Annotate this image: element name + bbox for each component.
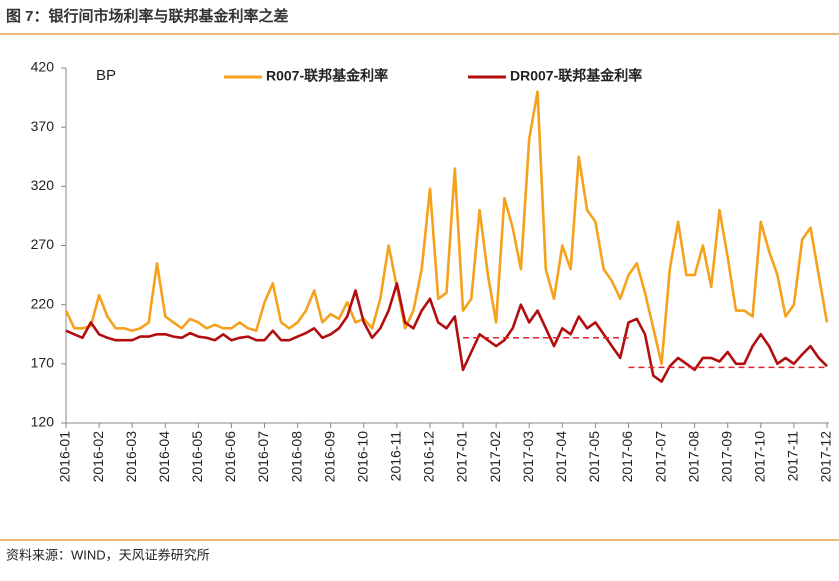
y-tick-label: 170 bbox=[31, 355, 55, 371]
x-tick-label: 2017-06 bbox=[619, 431, 635, 483]
x-tick-label: 2016-12 bbox=[421, 431, 437, 483]
x-tick-label: 2017-12 bbox=[818, 431, 834, 483]
x-tick-label: 2017-04 bbox=[553, 431, 569, 483]
legend-label: R007-联邦基金利率 bbox=[266, 68, 388, 84]
x-tick-label: 2016-06 bbox=[222, 431, 238, 483]
x-tick-label: 2017-11 bbox=[785, 431, 801, 482]
x-tick-label: 2017-10 bbox=[752, 431, 768, 483]
x-tick-label: 2017-03 bbox=[520, 431, 536, 483]
x-tick-label: 2016-05 bbox=[189, 431, 205, 483]
y-tick-label: 420 bbox=[31, 59, 55, 75]
x-tick-label: 2016-10 bbox=[354, 431, 370, 483]
x-tick-label: 2017-09 bbox=[718, 431, 734, 483]
y-tick-label: 220 bbox=[31, 295, 55, 311]
x-tick-label: 2016-02 bbox=[90, 431, 106, 483]
x-tick-label: 2016-04 bbox=[156, 431, 172, 483]
x-tick-label: 2017-05 bbox=[586, 431, 602, 483]
y-tick-label: 270 bbox=[31, 236, 55, 252]
chart-title: 图 7：银行间市场利率与联邦基金利率之差 bbox=[6, 7, 289, 25]
x-tick-label: 2016-11 bbox=[388, 431, 404, 482]
y-unit: BP bbox=[96, 67, 116, 84]
x-tick-label: 2016-01 bbox=[57, 431, 73, 483]
series-line bbox=[65, 282, 828, 383]
legend-label: DR007-联邦基金利率 bbox=[510, 68, 642, 84]
x-tick-label: 2017-02 bbox=[487, 431, 503, 483]
y-tick-label: 120 bbox=[31, 414, 55, 430]
y-tick-label: 320 bbox=[31, 177, 55, 193]
x-tick-label: 2017-01 bbox=[454, 431, 470, 483]
series-line bbox=[64, 90, 829, 366]
x-tick-label: 2017-07 bbox=[652, 431, 668, 483]
x-tick-label: 2016-03 bbox=[123, 431, 139, 483]
x-tick-label: 2016-07 bbox=[255, 431, 271, 483]
x-tick-label: 2017-08 bbox=[685, 431, 701, 483]
source: 资料来源：WIND，天风证券研究所 bbox=[6, 547, 210, 562]
x-tick-label: 2016-08 bbox=[288, 431, 304, 483]
y-tick-label: 370 bbox=[31, 118, 55, 134]
x-tick-label: 2016-09 bbox=[321, 431, 337, 483]
